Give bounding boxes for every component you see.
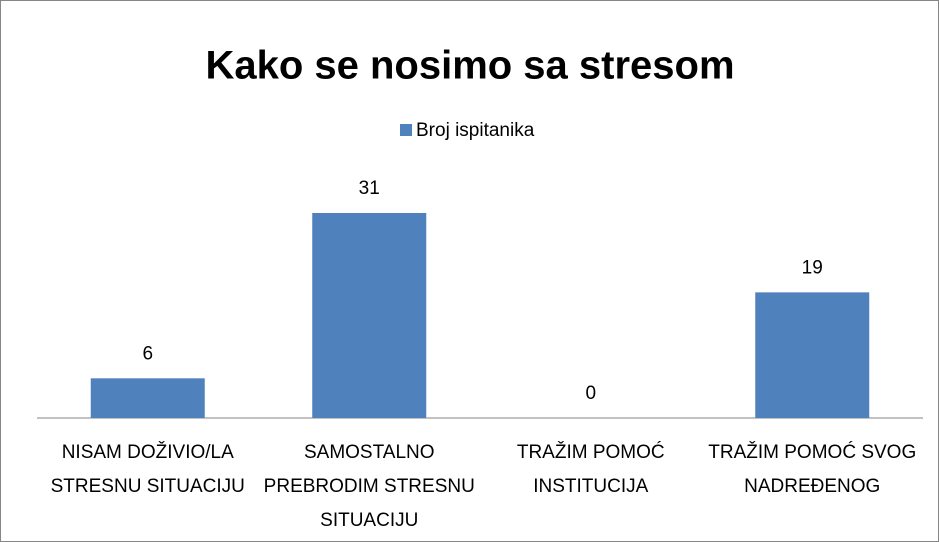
- bar: [312, 213, 427, 418]
- chart-title: Kako se nosimo sa stresom: [205, 44, 734, 88]
- x-tick-label: TRAŽIM POMOĆ SVOG NADREĐENOG: [708, 441, 916, 497]
- legend-label: Broj ispitanika: [416, 120, 535, 141]
- data-label: 6: [142, 343, 153, 364]
- bar: [755, 292, 870, 418]
- data-label: 0: [585, 383, 596, 404]
- x-tick-label: TRAŽIM POMOĆ INSTITUCIJA: [517, 441, 665, 497]
- bar: [90, 378, 205, 418]
- x-tick-label: SAMOSTALNO PREBRODIM STRESNU SITUACIJU: [264, 442, 475, 531]
- data-label: 31: [359, 178, 380, 199]
- x-tick-label: NISAM DOŽIVIO/LA STRESNU SITUACIJU: [51, 441, 245, 497]
- data-label: 19: [802, 257, 823, 278]
- legend-swatch: [400, 124, 412, 136]
